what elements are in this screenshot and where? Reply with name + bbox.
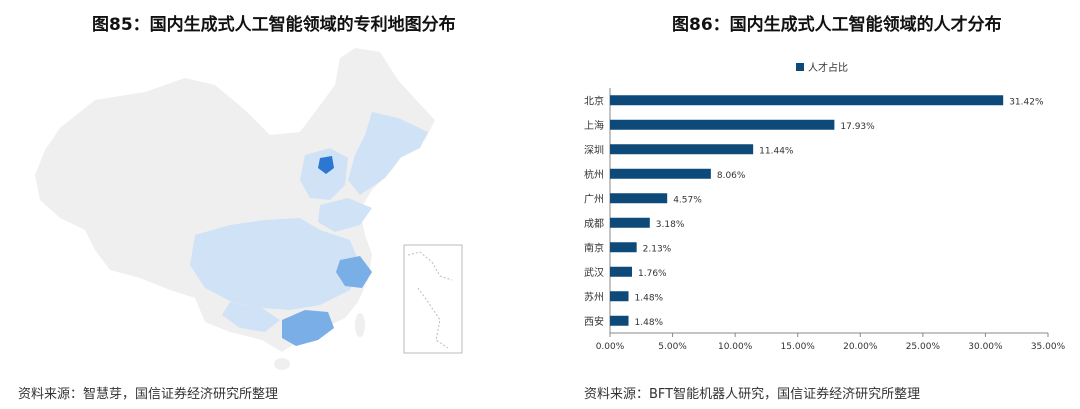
bars-group: 北京 31.42% 上海 17.93% 深圳 11.44% 杭州 8.06% 广州 4.57% 成都… (584, 94, 1044, 328)
data-label: 2.13% (643, 244, 672, 254)
x-tick-label: 5.00% (658, 342, 687, 352)
x-tick-label: 25.00% (906, 342, 941, 352)
bar (610, 217, 650, 228)
map-title: 图85：国内生成式人工智能领域的专利地图分布 (92, 15, 456, 35)
bar-chart-svg: 人才占比 北京 31.42% 上海 17.93% 深圳 11.44% 杭州 8.06% 广州 4.… (584, 61, 1066, 352)
bar (610, 315, 629, 326)
legend-swatch (796, 63, 804, 71)
map-region-taiwan (355, 313, 365, 337)
map-region-zhejiang (336, 256, 372, 288)
data-label: 1.48% (635, 293, 664, 303)
data-label: 4.57% (673, 195, 702, 205)
bar (610, 95, 1004, 106)
chart-legend: 人才占比 (796, 61, 848, 74)
y-tick-label: 武汉 (584, 266, 604, 279)
x-tick-label: 10.00% (718, 342, 753, 352)
map-source: 资料来源：智慧芽，国信证券经济研究所整理 (18, 387, 279, 402)
data-label: 8.06% (717, 171, 746, 181)
bar (610, 291, 629, 302)
map-region-hainan (274, 358, 290, 370)
x-tick-label: 15.00% (781, 342, 816, 352)
map-region-northeast (348, 112, 428, 195)
data-label: 1.48% (635, 318, 664, 328)
y-tick-label: 杭州 (584, 168, 604, 181)
data-label: 1.76% (638, 269, 667, 279)
bar (610, 266, 633, 277)
data-label: 17.93% (840, 122, 875, 132)
y-tick-label: 成都 (584, 218, 604, 230)
x-tick-label: 30.00% (968, 342, 1003, 352)
map-inset-boundary (417, 287, 449, 349)
map-inset-coast (407, 251, 453, 281)
talent-bar-chart: 人才占比 北京 31.42% 上海 17.93% 深圳 11.44% 杭州 8.06% 广州 4.… (560, 40, 1080, 375)
bar (610, 193, 668, 204)
y-tick-label: 广州 (584, 193, 604, 205)
chart-source: 资料来源：BFT智能机器人研究，国信证券经济研究所整理 (584, 387, 921, 402)
map-region-southwest (222, 302, 280, 332)
chart-title: 图86：国内生成式人工智能领域的人才分布 (672, 15, 1002, 35)
x-tick-label: 20.00% (843, 342, 878, 352)
map-region-beijing (318, 156, 334, 174)
data-label: 31.42% (1009, 97, 1044, 107)
legend-label: 人才占比 (808, 61, 848, 74)
x-tick-label: 0.00% (596, 342, 625, 352)
bar (610, 119, 835, 130)
y-tick-label: 苏州 (584, 290, 604, 303)
data-label: 11.44% (759, 146, 794, 156)
bar (610, 144, 754, 155)
map-region-guangdong (282, 310, 334, 346)
bar (610, 242, 637, 253)
map-inset-frame (403, 244, 463, 354)
y-tick-label: 北京 (584, 94, 604, 107)
map-region-shandong (318, 198, 372, 232)
map-region-central (190, 218, 360, 310)
bar (610, 168, 711, 179)
y-tick-label: 南京 (584, 241, 604, 254)
y-tick-label: 深圳 (584, 144, 604, 156)
data-label: 3.18% (656, 220, 685, 230)
x-ticks-group: 0.00% 5.00% 10.00% 15.00% 20.00% 25.00% 30.00%… (596, 333, 1066, 352)
y-tick-label: 上海 (584, 119, 604, 132)
china-map-svg (35, 48, 463, 370)
patent-map (0, 40, 540, 375)
x-tick-label: 35.00% (1031, 342, 1066, 352)
map-region-north (300, 148, 348, 200)
y-tick-label: 西安 (584, 315, 604, 328)
